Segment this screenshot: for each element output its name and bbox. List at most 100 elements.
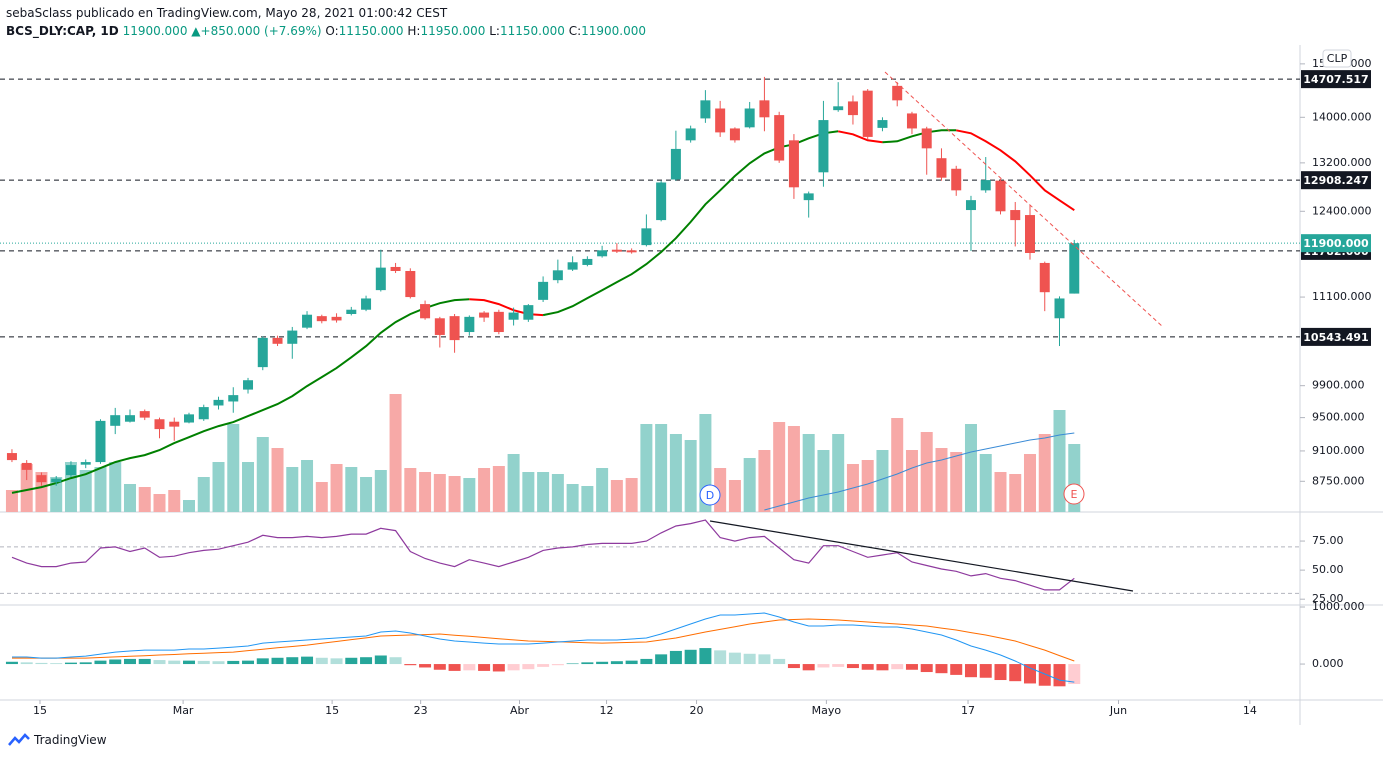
currency-badge[interactable] <box>1322 49 1352 68</box>
macd-histogram-bar <box>286 657 299 665</box>
candle-body <box>626 250 637 253</box>
candle-body <box>567 262 578 270</box>
ohlc-c-label: C: <box>568 24 582 38</box>
volume-bar <box>994 472 1007 512</box>
ohlc-o: 11150.000 <box>338 24 404 38</box>
x-tick-label: 15 <box>325 704 339 717</box>
logo-text: TradingView <box>34 733 107 747</box>
macd-histogram-bar <box>507 664 520 671</box>
y-tick-label: 25.00 <box>1312 592 1344 605</box>
x-tick-label: 12 <box>600 704 614 717</box>
macd-histogram-bar <box>905 664 918 670</box>
ohlc-c: 11900.000 <box>581 24 647 38</box>
macd-histogram-bar <box>758 654 771 665</box>
candle-body <box>965 200 976 211</box>
volume-bar <box>743 458 756 512</box>
ohlc-l-label: L: <box>489 24 500 38</box>
candle-body <box>759 100 770 118</box>
candle-body <box>420 304 431 319</box>
macd-histogram-bar <box>256 658 269 665</box>
candle-body <box>611 249 622 252</box>
y-tick-label: 50.00 <box>1312 563 1344 576</box>
volume-bar <box>492 466 505 512</box>
moving-average <box>11 298 470 494</box>
volume-bar <box>979 454 992 512</box>
volume-bar <box>374 470 387 512</box>
candle-body <box>847 101 858 116</box>
volume-bar <box>861 460 874 512</box>
level-label: 14707.517 <box>1303 73 1368 86</box>
symbol-line: BCS_DLY:CAP, 1D 11900.000 ▲+850.000 (+7.… <box>6 22 646 40</box>
macd-histogram-bar <box>817 664 830 668</box>
level-label: 10543.491 <box>1303 331 1368 344</box>
macd-histogram-bar <box>861 664 874 670</box>
y-tick-label: 9100.000 <box>1312 444 1365 457</box>
candle-body <box>508 312 519 320</box>
candle-body <box>243 380 254 390</box>
candle-body <box>715 108 726 133</box>
macd-histogram-bar <box>964 664 977 678</box>
volume-bar <box>876 450 889 512</box>
publisher: sebaSclass publicado en TradingView.com,… <box>6 6 448 20</box>
candle-body <box>51 478 62 483</box>
volume-bar <box>787 426 800 512</box>
candle-body <box>552 270 563 281</box>
x-tick-label: Mayo <box>812 704 842 717</box>
macd-histogram-bar <box>979 664 992 678</box>
dividend-marker[interactable] <box>699 484 721 506</box>
volume-bar <box>669 434 682 512</box>
candle-body <box>464 316 475 333</box>
volume-bar <box>728 480 741 512</box>
candle-body <box>228 395 239 402</box>
macd-histogram-bar <box>846 664 859 669</box>
candle-body <box>449 316 460 341</box>
level-label-box <box>1301 171 1371 190</box>
x-tick-label: 20 <box>690 704 704 717</box>
candle-body <box>302 314 313 328</box>
candle-body <box>700 100 711 119</box>
symbol: BCS_DLY:CAP, 1D <box>6 24 119 38</box>
macd-histogram-bar <box>463 664 476 671</box>
candle-body <box>184 414 195 423</box>
candle-body <box>95 420 106 463</box>
candle-body <box>434 318 445 335</box>
volume-ma-line <box>764 432 1075 511</box>
volume-bar <box>507 454 520 512</box>
macd-histogram-bar <box>79 662 92 665</box>
y-tick-label: 11100.000 <box>1312 290 1372 303</box>
volume-bar <box>389 394 402 512</box>
volume-bar <box>463 478 476 512</box>
volume-bar <box>227 424 240 512</box>
volume-bar <box>286 467 299 512</box>
candle-body <box>198 407 209 420</box>
macd-histogram-bar <box>551 664 564 666</box>
volume-bar <box>1023 454 1036 512</box>
macd-histogram-bar <box>935 664 948 674</box>
volume-bar <box>94 467 107 512</box>
volume-bar <box>183 500 196 512</box>
candle-body <box>272 337 283 344</box>
volume-bar <box>242 462 255 512</box>
earnings-marker-label: E <box>1071 488 1078 501</box>
volume-bar <box>964 424 977 512</box>
macd-histogram-bar <box>404 664 417 666</box>
earnings-marker[interactable] <box>1063 483 1085 505</box>
candle-body <box>788 140 799 188</box>
macd-histogram-bar <box>330 658 343 665</box>
macd-histogram-bar <box>153 660 166 665</box>
candle-body <box>582 258 593 265</box>
macd-histogram-bar <box>581 662 594 665</box>
candle-body <box>257 337 268 368</box>
candle-body <box>921 128 932 149</box>
y-tick-label: 14000.000 <box>1312 110 1372 123</box>
volume-bar <box>920 432 933 512</box>
volume-bar <box>345 467 358 512</box>
macd-histogram-bar <box>271 657 284 665</box>
volume-bar <box>123 484 136 512</box>
volume-bar <box>301 460 314 512</box>
volume-bar <box>20 464 33 512</box>
y-tick-label: 0.000 <box>1312 657 1344 670</box>
y-tick-label: 75.00 <box>1312 534 1344 547</box>
candle-body <box>523 305 534 320</box>
